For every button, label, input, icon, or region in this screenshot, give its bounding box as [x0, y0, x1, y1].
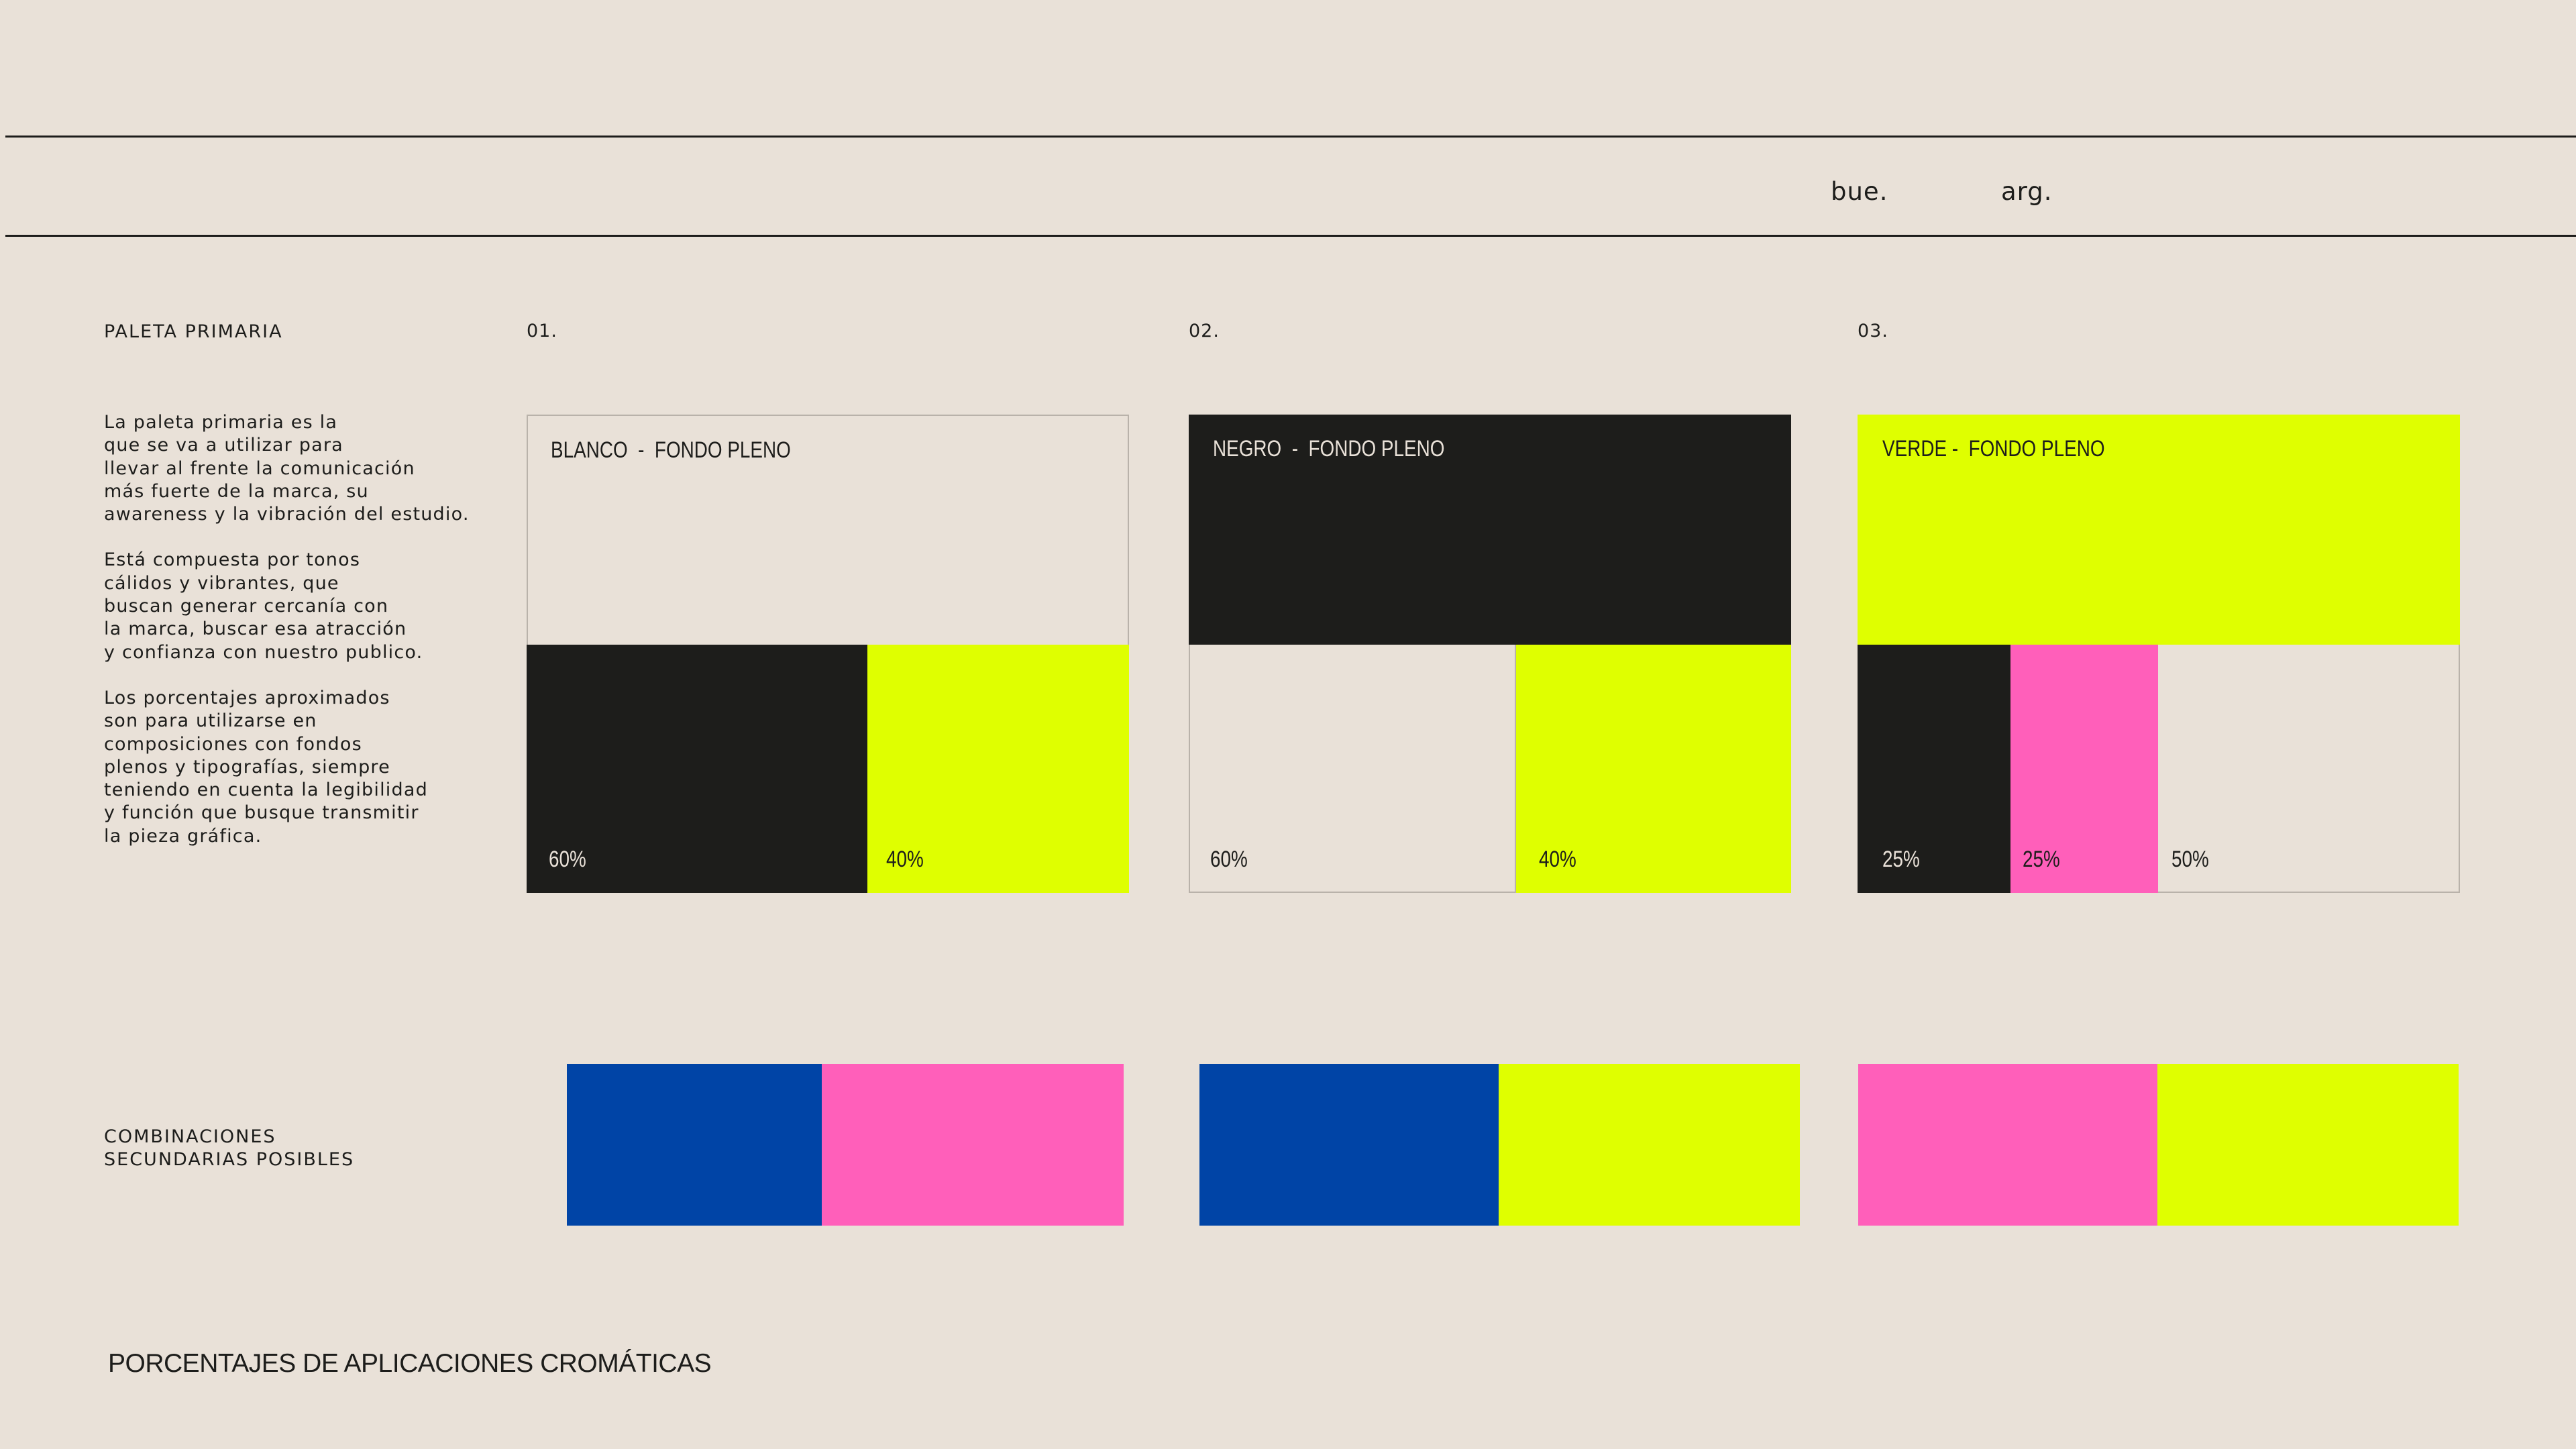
- card-blanco-proportions: 60% 40%: [527, 645, 1129, 893]
- secondary-combination-3: [1858, 1064, 2459, 1226]
- secondary-combinations-label: COMBINACIONES SECUNDARIAS POSIBLES: [104, 1126, 355, 1170]
- card-blanco-percent-1: 60%: [549, 847, 586, 872]
- footer-title: PORCENTAJES DE APLICACIONES CROMÁTICAS: [108, 1349, 712, 1378]
- combo-2-blue-swatch: [1199, 1064, 1499, 1226]
- card-verde-proportions: 25% 25% 50%: [1858, 645, 2460, 893]
- combo-3-pink-swatch: [1858, 1064, 2157, 1226]
- card-blanco-percent-2: 40%: [886, 847, 924, 872]
- secondary-combination-1: [567, 1064, 1124, 1226]
- combo-2-lime-swatch: [1499, 1064, 1800, 1226]
- section-label: PALETA PRIMARIA: [104, 321, 283, 342]
- card-number-1: 01.: [527, 321, 557, 341]
- card-verde-segment-black: 25%: [1858, 645, 2010, 893]
- card-blanco-background: BLANCO - FONDO PLENO: [527, 415, 1129, 645]
- card-verde-percent-3: 50%: [2171, 847, 2209, 872]
- header-location-city: bue.: [1831, 177, 1888, 206]
- description-paragraph-3: Los porcentajes aproximados son para uti…: [104, 687, 428, 847]
- card-verde-background: VERDE - FONDO PLENO: [1858, 415, 2460, 645]
- card-blanco-segment-lime: 40%: [867, 645, 1129, 893]
- description-paragraph-2: Está compuesta por tonos cálidos y vibra…: [104, 549, 423, 663]
- palette-card-verde: VERDE - FONDO PLENO 25% 25% 50%: [1858, 415, 2460, 893]
- card-blanco-segment-black: 60%: [527, 645, 867, 893]
- header-top-rule: [5, 136, 2576, 138]
- card-verde-percent-1: 25%: [1882, 847, 1920, 872]
- description-paragraph-1: La paleta primaria es la que se va a uti…: [104, 412, 470, 525]
- card-negro-title: NEGRO - FONDO PLENO: [1213, 436, 1445, 462]
- header-bottom-rule: [5, 235, 2576, 237]
- header-location-country: arg.: [2001, 177, 2053, 206]
- palette-card-negro: NEGRO - FONDO PLENO 60% 40%: [1189, 415, 1791, 893]
- card-verde-title: VERDE - FONDO PLENO: [1882, 436, 2105, 462]
- card-negro-percent-2: 40%: [1539, 847, 1576, 872]
- card-verde-segment-pink: 25%: [2010, 645, 2158, 893]
- card-number-2: 02.: [1189, 321, 1220, 341]
- combo-1-pink-swatch: [822, 1064, 1124, 1226]
- combo-1-blue-swatch: [567, 1064, 822, 1226]
- card-negro-segment-white: 60%: [1189, 645, 1516, 893]
- palette-card-blanco: BLANCO - FONDO PLENO 60% 40%: [527, 415, 1129, 893]
- secondary-combination-2: [1199, 1064, 1800, 1226]
- card-blanco-title: BLANCO - FONDO PLENO: [551, 437, 791, 463]
- card-negro-background: NEGRO - FONDO PLENO: [1189, 415, 1791, 645]
- card-verde-percent-2: 25%: [2023, 847, 2060, 872]
- card-number-3: 03.: [1858, 321, 1888, 341]
- combo-3-lime-swatch: [2157, 1064, 2459, 1226]
- card-negro-proportions: 60% 40%: [1189, 645, 1791, 893]
- card-negro-percent-1: 60%: [1210, 847, 1248, 872]
- section-description: La paleta primaria es la que se va a uti…: [104, 411, 506, 871]
- card-negro-segment-lime: 40%: [1516, 645, 1791, 893]
- card-verde-segment-white: 50%: [2158, 645, 2460, 893]
